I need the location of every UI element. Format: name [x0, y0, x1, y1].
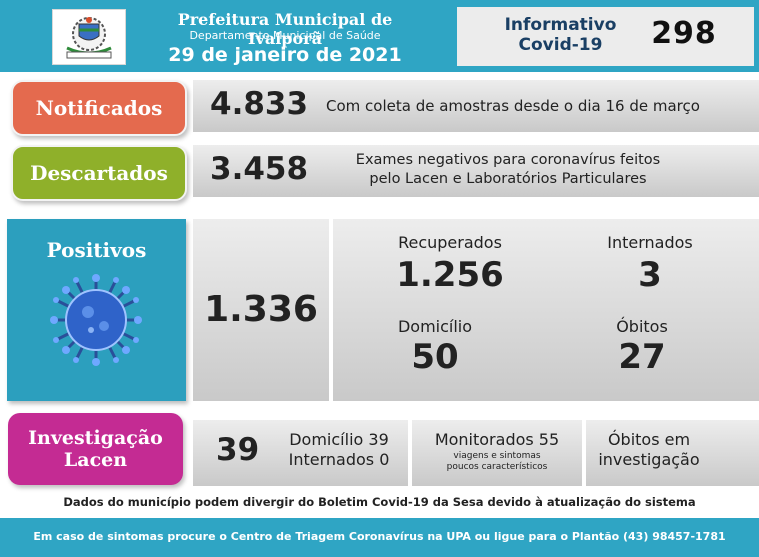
bulletin-label-line2: Covid-19 — [518, 35, 603, 55]
investigacao-internados: Internados 0 — [288, 450, 390, 469]
bulletin-info-box — [457, 7, 754, 66]
bulletin-date: 29 de janeiro de 2021 — [168, 44, 402, 66]
descartados-value: 3.458 — [210, 151, 309, 187]
investigacao-label-line2: Lacen — [63, 449, 128, 471]
positivos-value: 1.336 — [204, 289, 318, 330]
obitos-label: Óbitos — [616, 317, 668, 336]
page-subtitle: Departamento Municipal de Saúde — [189, 29, 381, 42]
positivos-total-panel — [193, 219, 329, 401]
positivos-label: Positivos — [46, 238, 147, 262]
investigacao-breakdown: Domicílio 39 Internados 0 — [276, 430, 402, 470]
obitos-value: 27 — [618, 337, 666, 377]
footer-bar — [0, 518, 759, 557]
obitos-investigacao-panel — [586, 420, 759, 486]
investigacao-total-panel — [193, 420, 408, 486]
descartados-panel — [193, 145, 759, 197]
bulletin-number: 298 — [651, 16, 717, 51]
obitos-investigacao-line1: Óbitos em — [607, 430, 691, 449]
bulletin-label-line1: Informativo — [504, 15, 617, 35]
footer-text: Em caso de sintomas procure o Centro de … — [33, 530, 726, 543]
notificados-panel — [193, 80, 759, 132]
coronavirus-icon — [46, 270, 146, 370]
municipal-logo — [52, 9, 126, 65]
disclaimer: Dados do município podem divergir do Bol… — [63, 495, 696, 509]
notificados-desc: Com coleta de amostras desde o dia 16 de… — [326, 97, 700, 115]
monitorados-label: Monitorados 55 — [434, 430, 560, 449]
monitorados-panel — [412, 420, 582, 486]
investigacao-label-line1: Investigação — [28, 427, 163, 449]
recuperados-label: Recuperados — [398, 233, 502, 252]
descartados-label-text: Descartados — [30, 161, 168, 185]
internados-value: 3 — [638, 255, 662, 295]
investigacao-value: 39 — [216, 432, 260, 468]
monitorados-note: viagens e sintomas poucos característico… — [412, 451, 582, 473]
monitorados-note-line2: poucos característicos — [446, 462, 548, 472]
investigacao-domicilio: Domicílio 39 — [289, 430, 389, 449]
domicilio-label: Domicílio — [397, 317, 473, 336]
obitos-investigacao-line2: investigação — [598, 450, 700, 469]
recuperados-value: 1.256 — [396, 255, 504, 295]
page-title: Prefeitura Municipal de Ivaiporã — [177, 10, 393, 48]
internados-label: Internados — [607, 233, 693, 252]
investigacao-label: Investigação Lacen — [8, 413, 183, 485]
bulletin-label: Informativo Covid-19 — [478, 15, 643, 55]
descartados-desc-line1: Exames negativos para coronavírus feitos — [355, 152, 661, 168]
notificados-value: 4.833 — [210, 86, 309, 122]
monitorados-note-line1: viagens e sintomas — [453, 451, 541, 461]
notificados-label: Notificados — [11, 80, 187, 136]
notificados-label-text: Notificados — [35, 96, 163, 120]
domicilio-value: 50 — [411, 337, 459, 377]
descartados-desc-line2: pelo Lacen e Laboratórios Particulares — [369, 171, 647, 187]
obitos-investigacao-label: Óbitos em investigação — [574, 430, 724, 470]
descartados-desc: Exames negativos para coronavírus feitos… — [318, 151, 698, 189]
descartados-label: Descartados — [11, 145, 187, 201]
positivos-detail-panel — [333, 219, 759, 401]
